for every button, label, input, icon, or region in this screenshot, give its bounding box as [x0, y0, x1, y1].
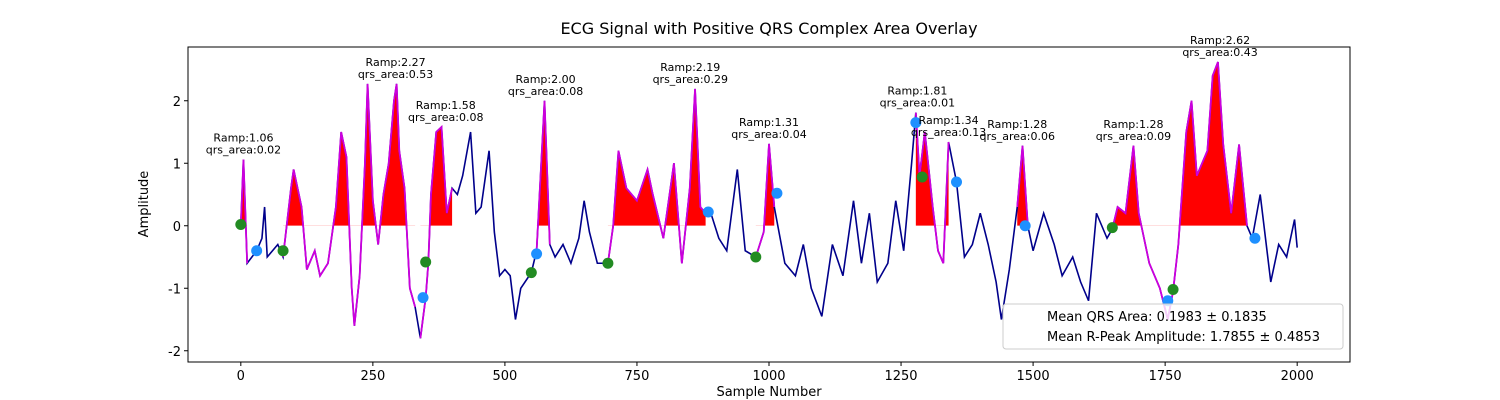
annotation-text: Ramp:1.06 [213, 132, 273, 145]
qrs-area [283, 83, 416, 226]
offset-point [1249, 232, 1261, 244]
y-tick-label: 0 [173, 220, 181, 235]
x-tick-label: 1000 [752, 369, 785, 384]
offset-point [910, 117, 922, 129]
annotation-text: qrs_area:0.29 [653, 73, 728, 86]
offset-point [771, 187, 783, 199]
annotation-text: qrs_area:0.06 [980, 130, 1055, 143]
y-axis-label: Amplitude [137, 171, 152, 238]
offset-point [702, 206, 714, 218]
y-tick-label: 1 [173, 157, 181, 172]
annotation-text: qrs_area:0.53 [358, 68, 433, 81]
x-tick-label: 250 [360, 369, 385, 384]
onset-point [916, 171, 928, 183]
annotation-text: qrs_area:0.08 [508, 85, 583, 98]
annotation-text: qrs_area:0.04 [731, 128, 806, 141]
annotation-text: Ramp:2.19 [660, 61, 720, 74]
annotation-text: Ramp:1.28 [987, 118, 1047, 131]
offset-point [1019, 220, 1031, 232]
annotation-text: Ramp:1.34 [919, 114, 979, 127]
annotation-text: Ramp:2.62 [1190, 34, 1250, 47]
qrs-line [607, 88, 707, 264]
y-tick-label: -1 [168, 282, 181, 297]
annotation-text: qrs_area:0.43 [1182, 46, 1257, 59]
annotation-text: Ramp:2.27 [366, 56, 426, 69]
x-tick-label: 0 [237, 369, 245, 384]
qrs-line [535, 100, 551, 251]
legend-entry: Mean QRS Area: 0.1983 ± 0.1835 [1047, 310, 1267, 325]
qrs-area [755, 143, 775, 226]
annotation-text: qrs_area:0.09 [1096, 130, 1171, 143]
onset-point [277, 245, 289, 257]
onset-point [1106, 222, 1118, 234]
qrs-area [1112, 62, 1247, 226]
qrs-line [1016, 145, 1029, 226]
onset-point [602, 257, 614, 269]
qrs-line [1111, 61, 1248, 320]
annotation-text: qrs_area:0.01 [880, 97, 955, 110]
annotation-text: Ramp:1.28 [1103, 118, 1163, 131]
y-tick-label: -2 [168, 345, 181, 360]
annotation-text: qrs_area:0.02 [206, 144, 281, 157]
qrs-area [1017, 145, 1028, 226]
chart-title: ECG Signal with Positive QRS Complex Are… [560, 19, 977, 38]
onset-point [420, 256, 432, 268]
x-tick-label: 500 [492, 369, 517, 384]
offset-point [417, 292, 429, 304]
qrs-line [282, 83, 416, 326]
annotation-text: qrs_area:0.13 [911, 126, 986, 139]
annotation-text: qrs_area:0.08 [408, 111, 483, 124]
qrs-area [607, 88, 706, 226]
onset-point [525, 267, 537, 279]
qrs-area [420, 127, 453, 226]
offset-point [251, 245, 263, 257]
y-tick-label: 2 [173, 95, 181, 110]
onset-point [1167, 284, 1179, 295]
offset-point [951, 176, 963, 188]
legend-entry: Mean R-Peak Amplitude: 1.7855 ± 0.4853 [1047, 330, 1320, 345]
onset-point [750, 251, 762, 263]
x-tick-label: 1250 [884, 369, 917, 384]
qrs-line [419, 125, 453, 339]
annotation-text: Ramp:1.58 [416, 99, 476, 112]
plot-area [235, 61, 1298, 339]
x-tick-label: 2000 [1281, 369, 1314, 384]
offset-point [531, 248, 543, 260]
annotation-text: Ramp:1.81 [887, 85, 947, 98]
x-axis-label: Sample Number [716, 385, 822, 400]
x-tick-label: 750 [625, 369, 650, 384]
qrs-line [239, 159, 249, 264]
annotation-text: Ramp:2.00 [516, 73, 576, 86]
annotation-text: Ramp:1.31 [739, 116, 799, 129]
legend-box [1002, 303, 1344, 350]
x-tick-label: 1750 [1149, 369, 1182, 384]
x-tick-label: 1500 [1017, 369, 1050, 384]
onset-point [235, 219, 247, 230]
qrs-line [754, 143, 776, 258]
